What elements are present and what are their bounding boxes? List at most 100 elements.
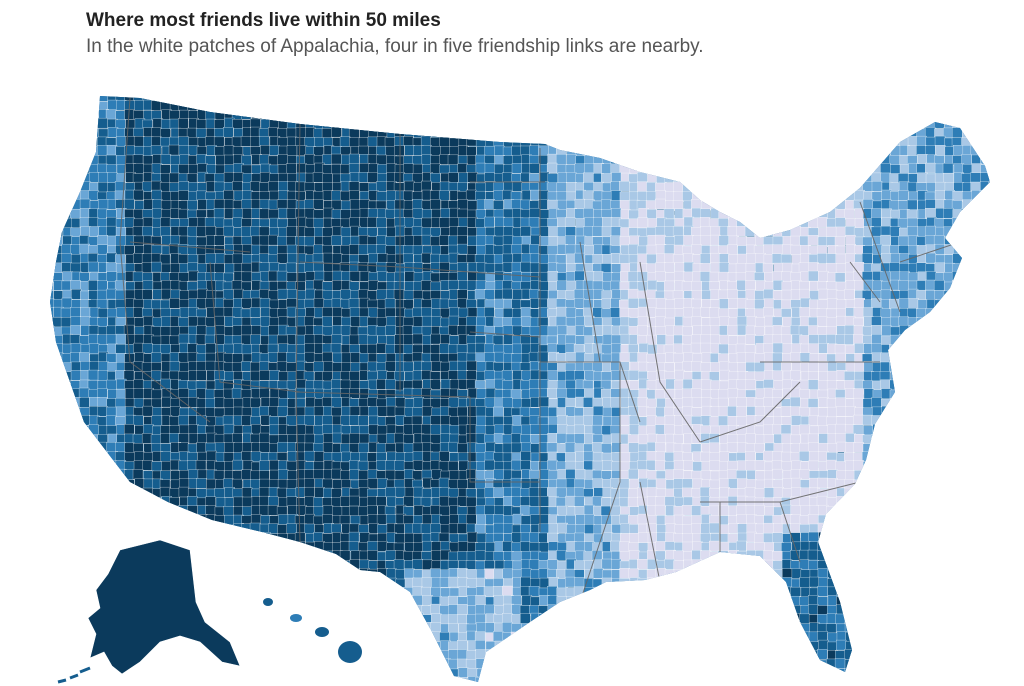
county-cell [943, 325, 954, 336]
county-cell [863, 146, 874, 158]
county-cell [548, 424, 559, 435]
county-cell [816, 173, 828, 184]
county-cell [304, 99, 315, 111]
county-cell [727, 118, 738, 129]
county-cell [826, 110, 837, 121]
county-cell [826, 317, 838, 328]
county-cell [430, 227, 441, 238]
county-cell [683, 460, 694, 471]
county-cell [62, 137, 74, 148]
county-cell [934, 100, 945, 111]
county-cell [88, 172, 100, 183]
county-cell [988, 414, 990, 426]
county-cell [935, 488, 946, 499]
county-cell [980, 199, 990, 211]
county-cell [701, 126, 712, 138]
county-cell [872, 280, 883, 291]
county-cell [214, 397, 225, 408]
county-cell [682, 100, 693, 111]
county-cell [404, 398, 416, 409]
county-cell [359, 433, 370, 445]
county-cell [431, 316, 442, 327]
county-cell [386, 496, 397, 508]
county-cell [313, 361, 324, 372]
county-cell [592, 226, 603, 237]
county-cell [62, 145, 73, 156]
county-cell [970, 361, 981, 372]
county-cell [746, 253, 757, 264]
county-cell [402, 96, 414, 102]
county-cell [566, 182, 577, 193]
county-cell [709, 488, 720, 499]
county-cell [961, 308, 972, 319]
county-cell [988, 470, 990, 481]
county-cell [475, 479, 486, 490]
county-cell [503, 416, 514, 427]
county-cell [50, 191, 54, 202]
county-cell [799, 307, 810, 318]
county-cell [205, 360, 216, 372]
county-cell [610, 190, 622, 201]
county-cell [511, 199, 522, 210]
hawaii-kauai [263, 598, 273, 606]
county-cell [682, 397, 693, 408]
county-cell [394, 271, 405, 283]
county-cell [367, 496, 378, 507]
county-cell [511, 486, 522, 498]
county-cell [637, 352, 648, 363]
county-cell [808, 379, 819, 390]
county-cell [89, 452, 100, 463]
county-cell [826, 380, 838, 391]
county-cell [232, 253, 244, 265]
county-cell [727, 182, 739, 193]
county-cell [799, 389, 810, 400]
county-cell [962, 479, 973, 490]
county-cell [457, 443, 468, 454]
county-cell [682, 487, 693, 499]
county-cell [763, 343, 774, 354]
county-cell [340, 227, 352, 238]
county-cell [385, 379, 396, 390]
county-cell [934, 425, 946, 436]
county-cell [70, 118, 81, 129]
county-cell [124, 452, 135, 463]
county-cell [106, 505, 117, 516]
county-cell [916, 145, 927, 156]
county-cell [907, 344, 919, 355]
county-cell [483, 119, 495, 131]
county-cell [50, 235, 55, 247]
county-cell [448, 397, 460, 408]
county-cell [169, 326, 181, 337]
county-cell [709, 307, 720, 318]
county-cell [809, 290, 820, 301]
county-cell [376, 217, 387, 229]
county-cell [296, 272, 308, 283]
county-cell [250, 334, 261, 345]
county-cell [772, 352, 783, 364]
county-cell [980, 289, 990, 300]
county-cell [781, 173, 793, 184]
county-cell [817, 136, 828, 147]
county-cell [51, 362, 63, 373]
county-cell [539, 469, 550, 480]
county-cell [908, 361, 920, 373]
county-cell [323, 109, 334, 120]
county-cell [970, 235, 981, 247]
county-cell [646, 451, 657, 462]
county-cell [88, 128, 99, 139]
county-cell [719, 164, 730, 175]
county-cell [951, 271, 963, 282]
county-cell [853, 307, 864, 319]
county-cell [907, 118, 918, 129]
county-cell [50, 180, 55, 192]
county-cell [925, 290, 936, 301]
county-cell [97, 505, 108, 517]
county-cell [529, 109, 540, 120]
county-cell [890, 145, 901, 156]
county-cell [872, 424, 884, 435]
county-cell [295, 96, 306, 103]
county-cell [97, 388, 108, 399]
county-cell [61, 443, 72, 455]
county-cell [962, 451, 973, 462]
county-cell [699, 119, 711, 130]
